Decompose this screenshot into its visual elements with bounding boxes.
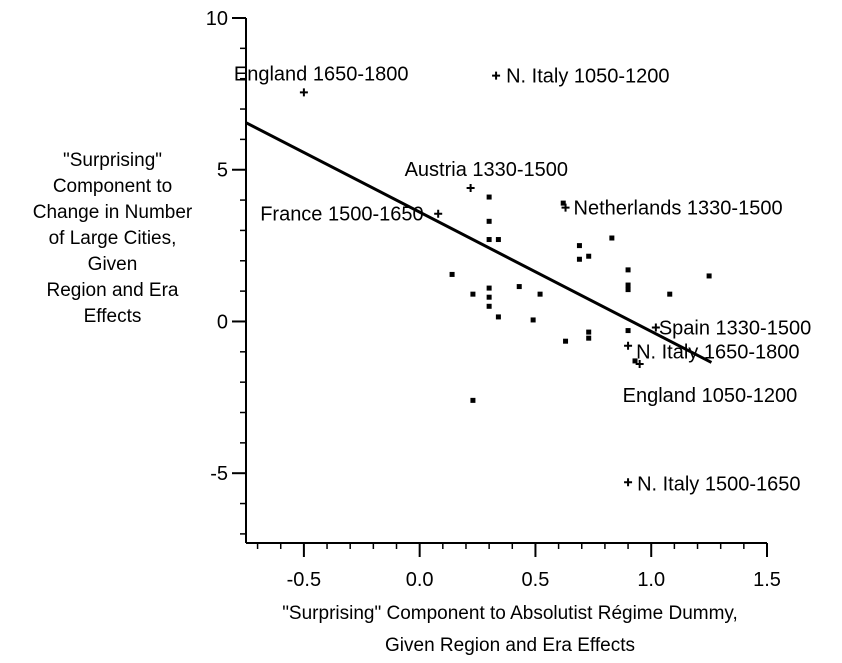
labeled-point-marker [624,341,633,350]
data-points [299,71,712,487]
y-axis-label-line: Given [87,254,138,275]
data-point [486,194,492,200]
data-point [495,237,501,243]
data-point [625,267,631,273]
labeled-point-marker [434,209,443,218]
data-point [576,256,582,262]
data-point [449,271,455,277]
point-label: Spain 1330-1500 [659,318,811,340]
data-point [560,200,566,206]
point-label: Netherlands 1330-1500 [574,198,783,220]
data-point [625,282,631,288]
data-point [486,237,492,243]
data-point [586,329,592,335]
regression-line [245,121,713,364]
point-label: Austria 1330-1500 [405,159,568,181]
data-point [576,243,582,249]
axes: -5 0 5 10 -0.5 0.0 0.5 1.0 1.5 [206,8,781,591]
y-tick-label: 0 [217,311,228,333]
x-tick-label: 1.0 [637,569,665,591]
y-axis-label-line: "Surprising" [62,150,163,171]
data-point [586,253,592,259]
labeled-point-marker [624,478,633,487]
regression-line-group [245,121,713,364]
data-point [486,294,492,300]
y-axis-label-line: Change in Number [32,202,193,223]
x-axis-label-line: Given Region and Era Effects [385,635,635,656]
labeled-point-marker [492,71,501,80]
data-point [563,338,569,344]
labeled-point-marker [561,203,570,212]
point-label: N. Italy 1500-1650 [637,473,800,495]
x-tick-label: 0.5 [522,569,550,591]
data-point [625,328,631,334]
point-label: N. Italy 1050-1200 [506,66,669,88]
data-point [470,291,476,297]
x-tick-label: -0.5 [287,569,321,591]
data-point [486,285,492,291]
data-point [470,397,476,403]
labeled-point-marker [635,359,644,368]
data-point [530,317,536,323]
data-point [632,358,638,364]
data-point [486,303,492,309]
y-tick-label: -5 [210,463,228,485]
x-axis-label-line: "Surprising" Component to Absolutist Rég… [282,603,738,624]
labeled-point-marker [466,183,475,192]
point-label: England 1650-1800 [234,63,409,85]
x-tick-label: 0.0 [406,569,434,591]
x-tick-label: 1.5 [753,569,781,591]
labeled-point-marker [651,323,660,332]
point-label: England 1050-1200 [623,385,798,407]
data-point [625,287,631,293]
point-labels: England 1650-1800 N. Italy 1050-1200 Austr… [234,63,811,495]
data-point [706,273,712,279]
y-axis-label-line: of Large Cities, [48,228,177,249]
data-point [667,291,673,297]
y-axis-label-line: Component to [52,176,173,197]
point-label: N. Italy 1650-1800 [636,342,799,364]
data-point [516,284,522,290]
data-point [537,291,543,297]
data-point [495,314,501,320]
data-point [586,335,592,341]
x-axis-label: "Surprising" Component to Absolutist Rég… [200,598,820,662]
data-point [486,218,492,224]
y-tick-label: 5 [217,160,228,182]
labeled-point-marker [299,88,308,97]
y-axis-label-line: Effects [83,306,142,327]
y-axis-label-line: Region and Era [46,280,179,301]
point-label: France 1500-1650 [260,204,423,226]
y-axis-label: "Surprising" Component to Change in Numb… [0,148,225,330]
data-point [609,235,615,241]
y-tick-label: 10 [206,8,228,30]
